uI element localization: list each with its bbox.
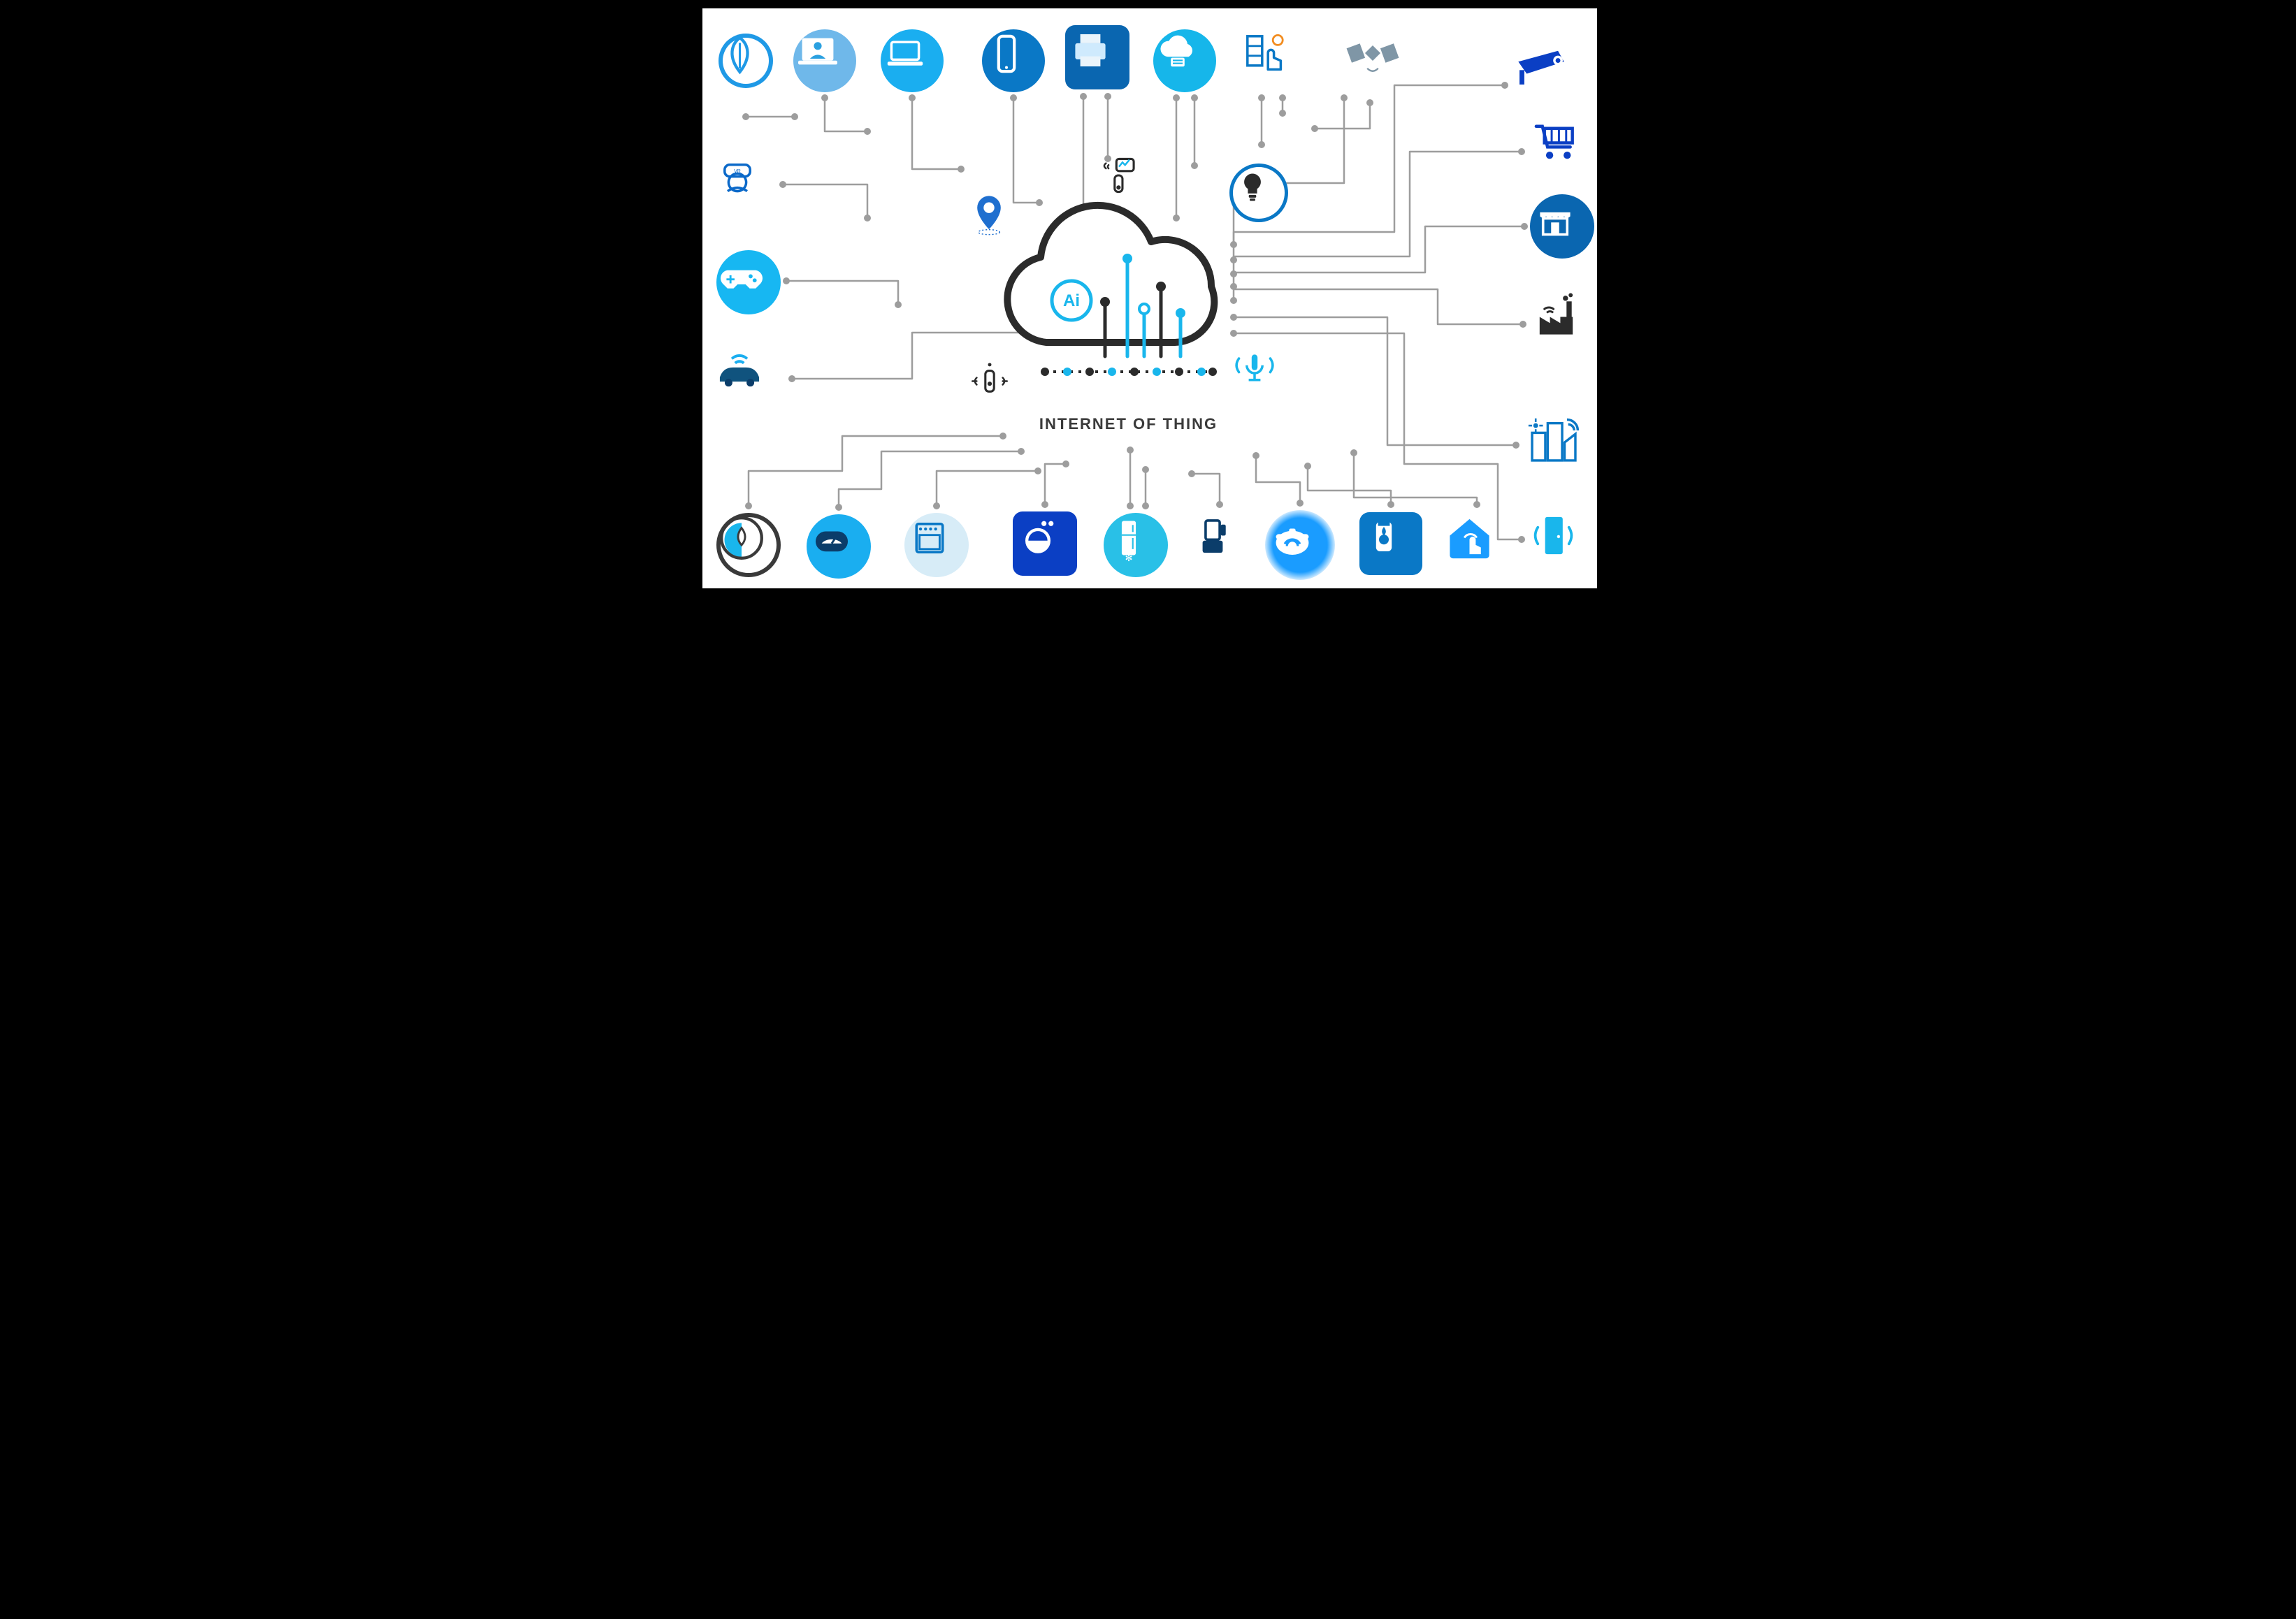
blender-icon [1187, 511, 1252, 576]
smart-cooker-icon [1265, 510, 1335, 580]
fridge-icon: ✻ [1104, 513, 1168, 577]
cctv-camera-icon [1511, 33, 1588, 110]
leaf-icon [719, 34, 773, 88]
voice-assistant-icon [1230, 344, 1293, 407]
factory-icon [1530, 291, 1596, 358]
remote-sensor-icon [968, 358, 1024, 414]
touch-select-icon [1241, 29, 1304, 92]
vr-headset-icon: VR [713, 153, 776, 216]
svg-text:✻: ✻ [1125, 553, 1132, 563]
diagram-title: INTERNET OF THING [1039, 415, 1218, 433]
satellite-icon [1345, 26, 1415, 96]
monitor-sensor-icon [1097, 154, 1153, 210]
storefront-icon [1530, 194, 1594, 259]
smart-scale-icon [807, 514, 871, 579]
oven-icon [904, 513, 969, 577]
laptop-icon [881, 29, 944, 92]
center-cloud: Ai [702, 8, 1597, 588]
doctor-monitor-icon [793, 29, 856, 92]
humidity-sensor-icon [716, 513, 781, 577]
smart-home-icon [1443, 512, 1510, 579]
connected-car-icon [712, 342, 782, 412]
ai-label: Ai [1063, 291, 1080, 310]
washing-machine-icon [1013, 511, 1077, 576]
lightbulb-icon [1229, 164, 1288, 222]
shopping-cart-icon [1529, 115, 1595, 182]
svg-text:VR: VR [734, 169, 741, 174]
printer-icon [1065, 25, 1129, 89]
smart-city-icon [1524, 409, 1601, 486]
location-pin-icon [965, 190, 1027, 253]
water-heater-icon [1359, 512, 1422, 575]
gamepad-icon [716, 250, 781, 314]
cloud-server-icon [1153, 29, 1216, 92]
smart-door-icon [1527, 510, 1594, 576]
smartphone-icon [982, 29, 1045, 92]
